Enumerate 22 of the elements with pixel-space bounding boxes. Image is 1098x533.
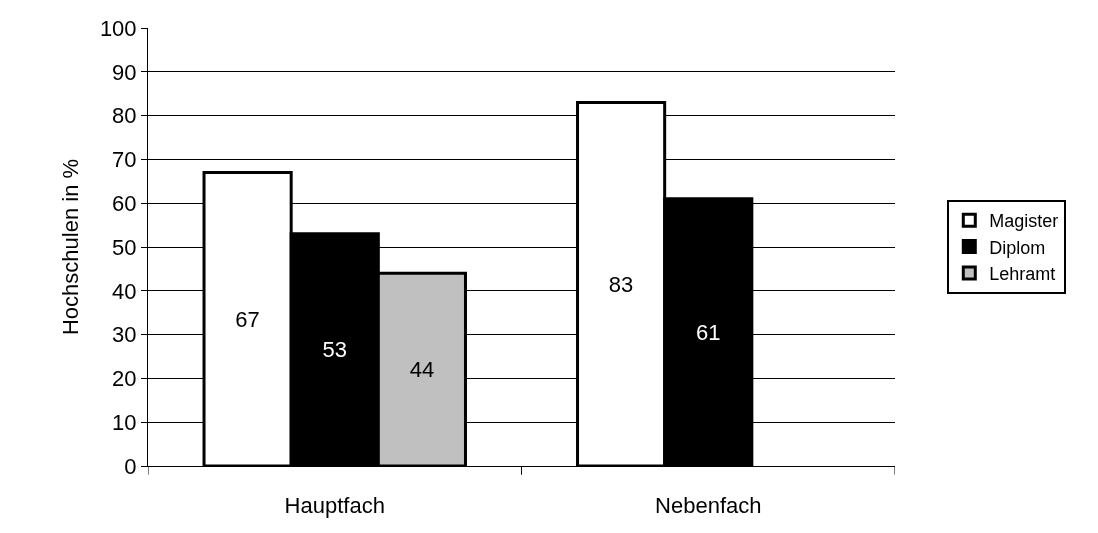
data-label: 53 xyxy=(322,337,347,363)
x-tick-label: Nebenfach xyxy=(655,493,762,519)
y-tick-label: 20 xyxy=(112,366,137,392)
y-tick-label: 90 xyxy=(112,59,137,85)
data-label: 61 xyxy=(696,319,721,345)
y-tick-label: 100 xyxy=(99,15,137,41)
data-label: 83 xyxy=(608,271,634,297)
legend-label: Diplom xyxy=(989,237,1046,258)
y-tick-label: 0 xyxy=(124,453,137,479)
y-tick-label: 80 xyxy=(112,103,137,129)
y-axis-title: Hochschulen in % xyxy=(57,158,83,336)
y-tick-label: 40 xyxy=(112,278,137,304)
y-tick-label: 50 xyxy=(112,234,137,260)
x-tick-label: Hauptfach xyxy=(284,493,385,519)
y-tick-label: 30 xyxy=(112,322,137,348)
data-label: 67 xyxy=(235,306,260,332)
data-label: 44 xyxy=(409,357,435,383)
y-tick-label: 10 xyxy=(112,409,137,435)
y-tick-label: 60 xyxy=(112,190,137,216)
legend-label: Lehramt xyxy=(989,264,1056,285)
y-tick-label: 70 xyxy=(112,147,137,173)
legend-label: Magister xyxy=(989,211,1059,232)
